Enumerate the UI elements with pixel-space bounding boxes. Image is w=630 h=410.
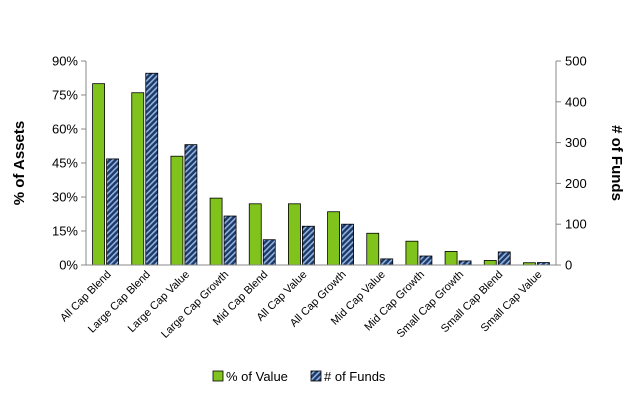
left-tick-label: 0%: [59, 258, 78, 273]
bar-funds: [145, 72, 159, 266]
bar-value: [209, 197, 223, 266]
bar-value: [366, 232, 380, 266]
bar-funds: [106, 158, 119, 266]
bar-funds: [497, 251, 511, 266]
right-axis-title: # of Funds: [608, 125, 625, 201]
left-tick-label: 60%: [52, 122, 78, 137]
right-y-axis: 0 100 200 300 400 500: [555, 54, 587, 273]
left-tick-label: 75%: [52, 88, 78, 103]
left-tick-label: 90%: [52, 54, 78, 69]
category-label: Small Cap Growth: [395, 269, 467, 341]
right-tick-label: 100: [565, 217, 587, 232]
legend-swatch-funds: [310, 370, 322, 382]
left-tick-label: 30%: [52, 190, 78, 205]
bar-value: [92, 83, 105, 266]
bar-value: [170, 155, 184, 266]
bar-value: [327, 211, 340, 266]
bar-funds: [380, 258, 394, 266]
bar-funds: [302, 225, 315, 266]
bar-value: [288, 203, 301, 266]
bars-group: [86, 72, 556, 266]
bar-funds: [341, 223, 354, 266]
bar-funds: [223, 215, 237, 266]
left-axis-title: % of Assets: [11, 121, 28, 205]
right-tick-label: 300: [565, 135, 587, 150]
right-tick-label: 0: [565, 258, 572, 273]
left-tick-label: 15%: [52, 224, 78, 239]
right-tick-label: 200: [565, 176, 587, 191]
left-tick-label: 45%: [52, 156, 78, 171]
right-tick-label: 400: [565, 94, 587, 109]
bar-value: [131, 92, 145, 266]
bar-funds: [184, 144, 198, 266]
bar-funds: [262, 239, 276, 266]
legend-label-funds: # of Funds: [324, 369, 386, 384]
category-label: Large Cap Growth: [159, 269, 231, 341]
bar-funds: [419, 255, 433, 266]
bar-value: [444, 250, 458, 266]
right-tick-label: 500: [565, 54, 587, 69]
left-y-axis: 0% 15% 30% 45% 60% 75% 90%: [52, 54, 87, 273]
legend-label-value: % of Value: [226, 369, 288, 384]
legend-swatch-value: [212, 370, 224, 382]
bar-value: [483, 260, 497, 266]
bar-value: [405, 240, 419, 266]
legend: % of Value # of Funds: [212, 369, 386, 384]
bar-funds: [458, 260, 472, 266]
bar-value: [248, 203, 262, 266]
